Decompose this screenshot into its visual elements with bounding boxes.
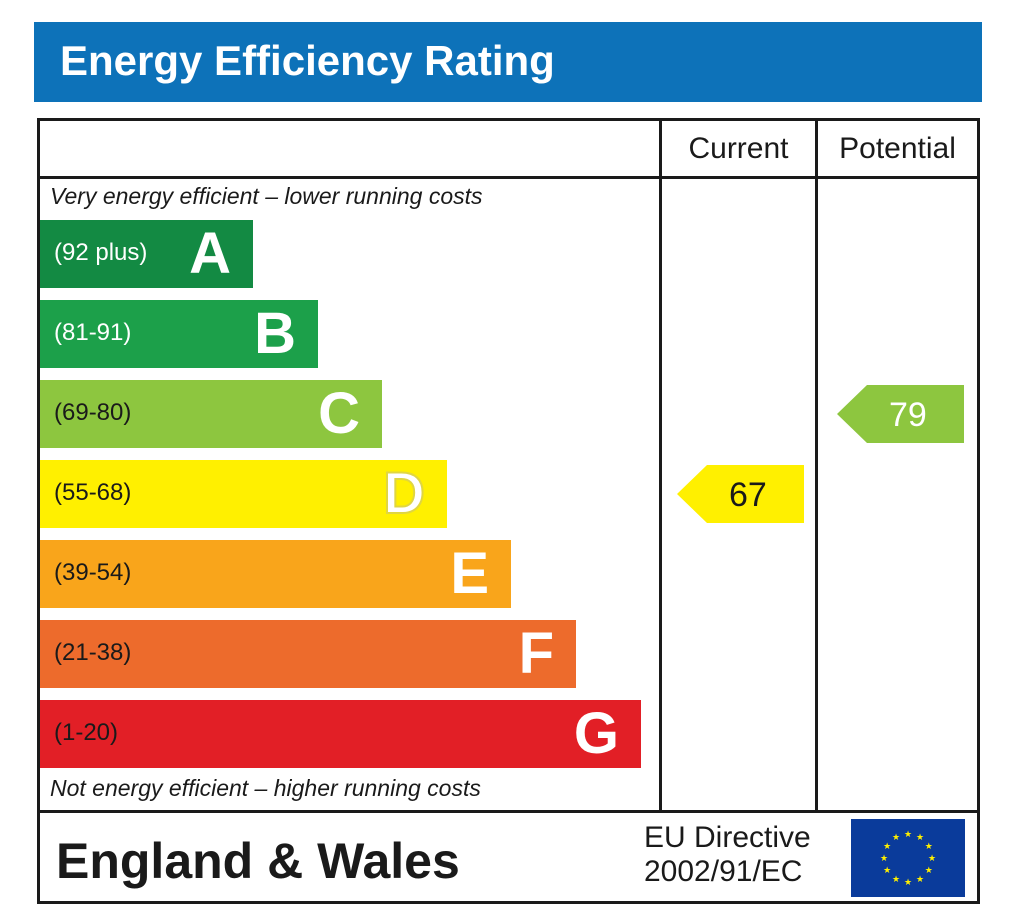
eu-star-icon: ★ [925,866,933,876]
potential-rating-arrow-value: 79 [889,396,927,434]
band-range-label: (39-54) [54,559,132,586]
band-range-label: (81-91) [54,319,132,346]
band-letter: D [382,461,426,527]
footer-divider [40,810,977,813]
band-range-label: (92 plus) [54,239,148,266]
band-range-label: (55-68) [54,479,132,506]
eu-star-icon: ★ [880,854,888,864]
band-d: (55-68) D [40,460,447,528]
band-f: (21-38) F [40,620,576,688]
eu-star-icon: ★ [883,866,891,876]
rating-chart: Current Potential Very energy efficient … [37,118,980,904]
band-letter: E [450,541,489,606]
band-range-label: (1-20) [54,719,119,746]
eu-directive: EU Directive 2002/91/EC [644,821,811,889]
band-letter: G [573,701,619,766]
eu-star-icon: ★ [916,875,924,885]
title-banner: Energy Efficiency Rating [34,22,982,102]
band-e: (39-54) E [40,540,511,608]
eu-star-icon: ★ [883,842,891,852]
eu-star-icon: ★ [892,833,900,843]
eu-star-icon: ★ [904,830,912,840]
eu-flag-icon: ★ ★ ★ ★ ★ ★ ★ ★ ★ ★ ★ ★ [851,819,965,897]
potential-column-divider [815,121,818,811]
eu-star-icon: ★ [892,875,900,885]
band-letter: B [254,301,296,366]
header-row-divider [40,176,977,179]
band-b: (81-91) B [40,300,318,368]
band-range-label: (21-38) [54,639,132,666]
band-letter: C [318,381,360,446]
eu-directive-line1: EU Directive [644,821,811,854]
band-g: (1-20) G [40,700,641,768]
current-rating-arrow-value: 67 [729,476,767,514]
eu-star-icon: ★ [916,833,924,843]
eu-directive-line2: 2002/91/EC [644,855,803,888]
current-rating-arrow: 67 [677,465,804,523]
eu-star-icon: ★ [928,854,936,864]
band-range-label: (69-80) [54,399,132,426]
band-a: (92 plus) A [40,220,253,288]
bottom-note: Not energy efficient – higher running co… [50,775,481,801]
band-letter: A [189,221,231,286]
band-letter: F [518,621,554,686]
potential-column-header: Potential [839,132,956,165]
region-label: England & Wales [56,833,460,889]
current-column-divider [659,121,662,811]
chart-title: Energy Efficiency Rating [60,37,555,84]
eu-star-icon: ★ [925,842,933,852]
top-note: Very energy efficient – lower running co… [50,183,483,209]
potential-rating-arrow: 79 [837,385,964,443]
eu-star-icon: ★ [904,878,912,888]
current-column-header: Current [688,132,789,165]
band-c: (69-80) C [40,380,382,448]
